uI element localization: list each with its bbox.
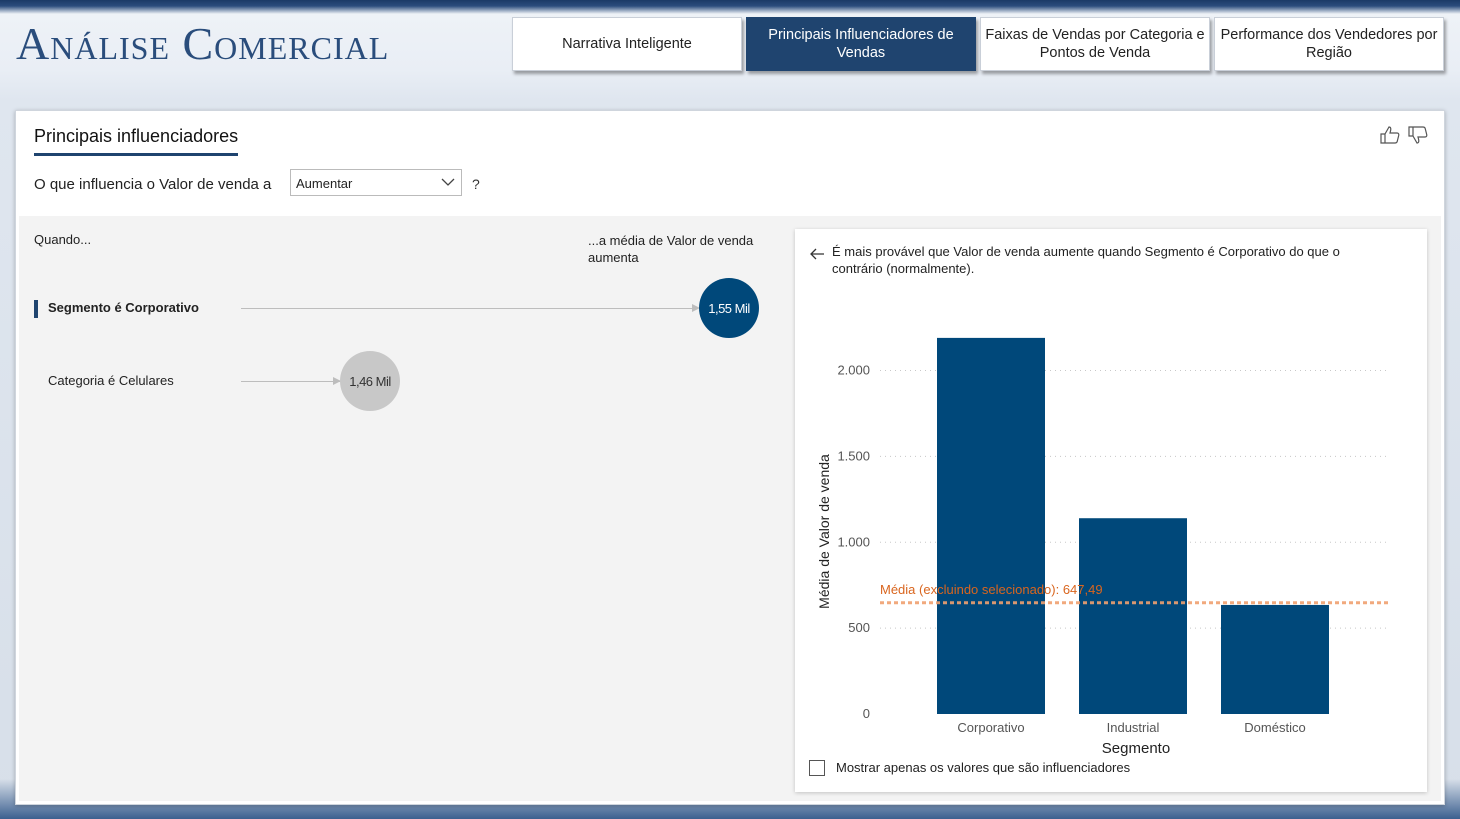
influencer-label: Categoria é Celulares xyxy=(48,373,174,388)
question-label: O que influencia o Valor de venda a xyxy=(34,176,272,193)
connector-arrow xyxy=(692,304,700,312)
app-title: Análise Comercial xyxy=(16,18,390,69)
detail-card: É mais provável que Valor de venda aumen… xyxy=(795,229,1427,792)
tab-performance-vendedores[interactable]: Performance dos Vendedores por Região xyxy=(1214,17,1444,71)
panel-title: Principais influenciadores xyxy=(34,126,239,156)
y-tick-label: 1.500 xyxy=(837,448,870,463)
y-axis-title: Média de Valor de venda xyxy=(816,454,832,609)
dropdown-value: Aumentar xyxy=(296,176,353,191)
col-header-average: ...a média de Valor de venda aumenta xyxy=(588,233,754,265)
x-axis-title: Segmento xyxy=(1102,740,1170,757)
bar-corporativo xyxy=(937,337,1045,714)
help-icon[interactable]: ? xyxy=(472,176,480,192)
key-influencers-visual: Principais influenciadores O que influen… xyxy=(15,110,1445,805)
selection-indicator xyxy=(34,300,38,318)
segment-bar-chart: 0 500 1.000 1.500 2.000 Corporativo Industrial… xyxy=(816,337,1390,757)
influencers-only-checkbox[interactable] xyxy=(809,760,825,776)
page-tabs: Narrativa Inteligente Principais Influen… xyxy=(512,17,1444,71)
connector-line xyxy=(241,381,341,382)
x-tick-label: Doméstico xyxy=(1244,720,1305,735)
tab-principais-influenciadores[interactable]: Principais Influenciadores de Vendas xyxy=(746,17,976,71)
bar-doméstico xyxy=(1221,604,1329,714)
tab-narrativa-inteligente[interactable]: Narrativa Inteligente xyxy=(512,17,742,71)
detail-description: É mais provável que Valor de venda aumen… xyxy=(832,244,1340,276)
y-tick-label: 500 xyxy=(848,620,870,635)
influencer-label: Segmento é Corporativo xyxy=(48,300,199,315)
y-tick-label: 1.000 xyxy=(837,534,870,549)
x-tick-label: Corporativo xyxy=(957,720,1024,735)
x-tick-label: Industrial xyxy=(1107,720,1160,735)
influencer-value-bubble[interactable]: 1,46 Mil xyxy=(340,351,400,411)
thumbs-down-icon[interactable] xyxy=(1407,125,1429,145)
tab-faixas-de-vendas[interactable]: Faixas de Vendas por Categoria e Pontos … xyxy=(980,17,1210,71)
direction-dropdown[interactable]: Aumentar xyxy=(290,169,462,196)
y-tick-label: 0 xyxy=(863,706,870,721)
bar-industrial xyxy=(1079,518,1187,714)
y-tick-label: 2.000 xyxy=(837,363,870,378)
connector-arrow xyxy=(333,377,341,385)
reference-line-label: Média (excluindo selecionado): 647,49 xyxy=(880,582,1103,597)
influencer-value-bubble[interactable]: 1,55 Mil xyxy=(699,278,759,338)
thumbs-up-icon[interactable] xyxy=(1379,125,1401,145)
col-header-when: Quando... xyxy=(34,232,92,247)
checkbox-label: Mostrar apenas os valores que são influe… xyxy=(836,760,1131,775)
chevron-down-icon xyxy=(441,178,455,186)
connector-line xyxy=(241,308,698,309)
back-arrow-icon[interactable] xyxy=(809,247,825,261)
